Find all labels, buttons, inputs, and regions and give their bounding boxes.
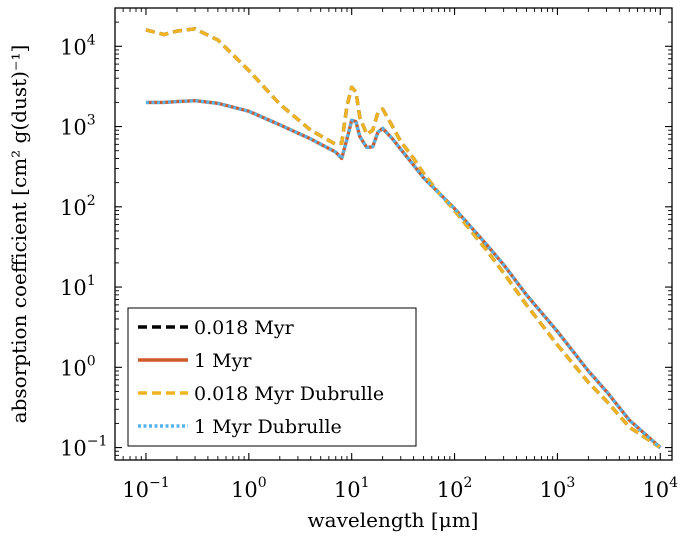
series-layer <box>145 27 662 449</box>
x-tick-label: 100 <box>231 475 267 502</box>
x-tick-label: 101 <box>334 475 370 502</box>
y-tick-label: 10−1 <box>60 434 107 461</box>
x-tick-label: 104 <box>642 475 678 502</box>
x-tick-label: 103 <box>540 475 576 502</box>
y-tick-label: 102 <box>60 193 96 220</box>
ticks-layer <box>114 7 672 461</box>
plot-frame <box>114 7 673 461</box>
x-axis-label: wavelength [μm] <box>308 508 479 532</box>
legend-label: 0.018 Myr Dubrulle <box>194 383 384 405</box>
legend-box <box>127 307 417 447</box>
series-line-4 <box>145 98 662 449</box>
tick-labels-layer: 10−1 100 101 102 103 104 10−1 100 101 102 103 104 <box>60 32 678 502</box>
legend-label: 1 Myr <box>194 350 252 372</box>
y-tick-label: 104 <box>60 32 96 59</box>
y-tick-label: 101 <box>60 273 96 300</box>
y-tick-label: 100 <box>60 353 96 380</box>
legend: 0.018 Myr 1 Myr 0.018 Myr Dubrulle 1 Myr Du… <box>127 307 417 447</box>
series-line-3 <box>145 27 662 449</box>
y-axis-label: absorption coefficient [cm² g(dust)⁻¹] <box>7 45 31 424</box>
x-tick-label: 102 <box>437 475 473 502</box>
legend-label: 1 Myr Dubrulle <box>194 416 342 438</box>
x-tick-label: 10−1 <box>122 475 169 502</box>
y-tick-label: 103 <box>60 113 96 140</box>
legend-label: 0.018 Myr <box>194 317 295 339</box>
